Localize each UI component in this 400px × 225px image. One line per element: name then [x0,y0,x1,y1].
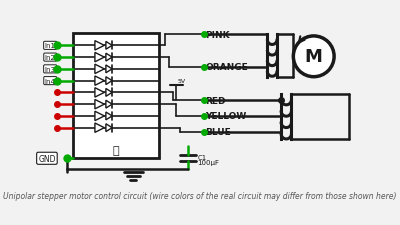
Text: RED: RED [206,96,226,105]
Text: 5V: 5V [178,79,186,84]
Polygon shape [106,77,112,85]
Polygon shape [95,100,104,109]
Text: BLUE: BLUE [206,128,231,137]
Polygon shape [106,54,112,62]
Polygon shape [106,112,112,120]
Text: In3: In3 [45,67,56,72]
Polygon shape [106,89,112,97]
Circle shape [293,37,334,77]
Polygon shape [95,41,104,51]
Polygon shape [95,88,104,98]
Polygon shape [106,42,112,50]
Text: In1: In1 [45,43,56,49]
Polygon shape [95,112,104,121]
Text: ⏚: ⏚ [113,146,119,156]
Text: Unipolar stepper motor control circuit (wire colors of the real circuit may diff: Unipolar stepper motor control circuit (… [3,191,397,200]
Text: ORANGE: ORANGE [206,63,248,72]
Text: M: M [305,48,323,66]
Text: YELLOW: YELLOW [206,112,247,121]
Polygon shape [95,53,104,63]
Bar [73,34,159,159]
Text: PINK: PINK [206,31,230,40]
Text: C1: C1 [198,154,207,160]
Polygon shape [95,124,104,133]
Polygon shape [95,65,104,74]
Polygon shape [106,124,112,132]
Polygon shape [106,66,112,73]
Text: In4: In4 [45,78,56,84]
Polygon shape [106,101,112,109]
Text: 100μF: 100μF [198,160,220,165]
Text: GND: GND [38,154,56,163]
Polygon shape [95,76,104,86]
Text: In2: In2 [45,55,56,61]
